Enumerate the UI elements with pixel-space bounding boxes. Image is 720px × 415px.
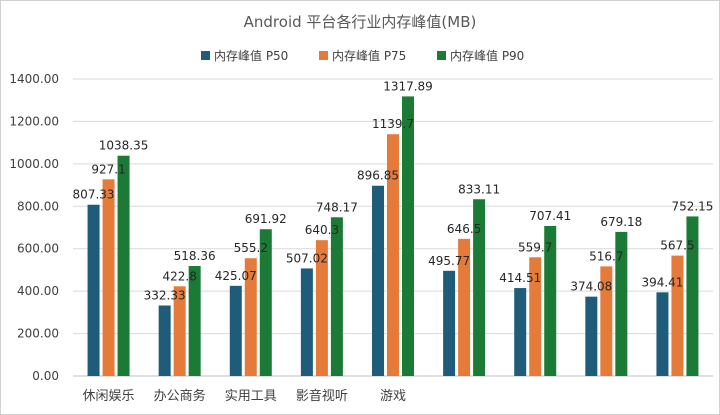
bar bbox=[514, 288, 527, 376]
data-label: 640.3 bbox=[305, 223, 339, 237]
x-category-label: 实用工具 bbox=[225, 389, 277, 404]
x-axis: 休闲娱乐 办公商务 实用工具 影音视听 游戏 bbox=[83, 388, 406, 404]
data-label: 394.41 bbox=[641, 275, 683, 289]
y-tick-label: 1000.00 bbox=[9, 157, 59, 171]
data-label: 374.08 bbox=[570, 280, 612, 294]
bar bbox=[188, 266, 201, 376]
data-label: 414.51 bbox=[499, 271, 541, 285]
x-category-label: 游戏 bbox=[380, 389, 406, 404]
bar bbox=[158, 305, 171, 376]
data-label: 1317.89 bbox=[383, 79, 433, 93]
data-label: 646.5 bbox=[447, 222, 481, 236]
data-label: 927.1 bbox=[91, 162, 125, 176]
legend-label-1: 内存峰值 P50 bbox=[214, 48, 288, 63]
y-tick-label: 600.00 bbox=[17, 242, 59, 256]
bar bbox=[102, 179, 115, 376]
watermark: 掘金技术社区 @ 腾讯端服务 bbox=[510, 382, 714, 401]
bar bbox=[330, 217, 343, 376]
data-labels: 807.33 927.1 1038.35 332.33 422.8 518.36 425.0… bbox=[73, 79, 714, 302]
bar bbox=[117, 155, 130, 376]
data-label: 516.7 bbox=[589, 249, 623, 263]
data-label: 425.07 bbox=[215, 269, 257, 283]
legend-swatch-1 bbox=[201, 51, 210, 60]
data-label: 422.8 bbox=[162, 269, 196, 283]
bar bbox=[686, 216, 699, 376]
y-tick-label: 0.00 bbox=[32, 369, 59, 383]
bar bbox=[544, 225, 557, 376]
legend-label-3: 内存峰值 P90 bbox=[450, 48, 524, 63]
bar bbox=[458, 238, 471, 376]
data-label: 1139.7 bbox=[372, 117, 414, 131]
bar bbox=[315, 240, 328, 376]
bar bbox=[600, 266, 613, 376]
bar bbox=[259, 229, 272, 376]
y-tick-label: 1200.00 bbox=[9, 114, 59, 128]
data-label: 748.17 bbox=[316, 200, 358, 214]
bar bbox=[615, 231, 628, 376]
data-label: 518.36 bbox=[174, 249, 216, 263]
data-label: 807.33 bbox=[73, 188, 115, 202]
bar bbox=[443, 270, 456, 376]
data-label: 1038.35 bbox=[99, 139, 149, 153]
bar bbox=[402, 96, 414, 376]
y-tick-label: 400.00 bbox=[17, 284, 59, 298]
legend-label-2: 内存峰值 P75 bbox=[332, 48, 406, 63]
data-label: 691.92 bbox=[245, 212, 287, 226]
bar bbox=[671, 255, 684, 376]
bar bbox=[656, 292, 669, 376]
y-axis: 0.00 200.00 400.00 600.00 800.00 1000.00 1200.… bbox=[9, 72, 59, 383]
legend-swatch-2 bbox=[319, 51, 328, 60]
data-label: 332.33 bbox=[144, 288, 186, 302]
x-category-label: 休闲娱乐 bbox=[83, 389, 135, 404]
chart-title: Android 平台各行业内存峰值(MB) bbox=[244, 13, 477, 31]
bar bbox=[87, 204, 100, 376]
bar bbox=[372, 185, 384, 376]
y-tick-label: 200.00 bbox=[17, 327, 59, 341]
bar bbox=[300, 268, 313, 376]
data-label: 896.85 bbox=[357, 169, 399, 183]
data-label: 567.5 bbox=[660, 239, 694, 253]
bar bbox=[473, 199, 486, 376]
bar bbox=[244, 258, 257, 376]
y-tick-label: 1400.00 bbox=[9, 72, 59, 86]
bars bbox=[87, 96, 699, 376]
bar bbox=[585, 296, 598, 376]
data-label: 707.41 bbox=[529, 209, 571, 223]
data-label: 752.15 bbox=[671, 199, 713, 213]
bar bbox=[529, 257, 542, 376]
data-label: 559.7 bbox=[518, 240, 552, 254]
data-label: 555.2 bbox=[234, 241, 268, 255]
bar bbox=[387, 134, 399, 376]
legend: 内存峰值 P50 内存峰值 P75 内存峰值 P90 bbox=[201, 48, 524, 63]
data-label: 507.02 bbox=[286, 251, 328, 265]
data-label: 833.11 bbox=[458, 182, 500, 196]
bar bbox=[173, 286, 186, 376]
x-category-label: 影音视听 bbox=[296, 388, 348, 404]
x-category-label: 办公商务 bbox=[154, 388, 206, 404]
y-tick-label: 800.00 bbox=[17, 199, 59, 213]
data-label: 679.18 bbox=[600, 215, 642, 229]
bar bbox=[229, 285, 242, 376]
data-label: 495.77 bbox=[428, 254, 470, 268]
legend-swatch-3 bbox=[437, 51, 446, 60]
